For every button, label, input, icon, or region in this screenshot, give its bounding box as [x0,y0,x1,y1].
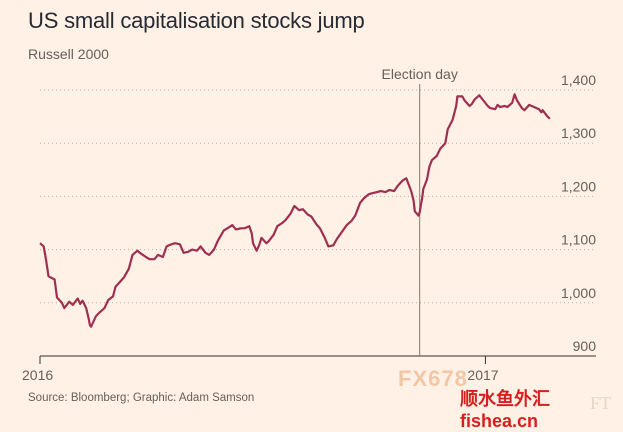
y-tick-label: 1,000 [561,285,596,301]
y-tick-label: 900 [573,338,597,354]
annotations: Election day [382,66,458,356]
y-tick-label: 1,200 [561,178,596,194]
x-axis: 2016 2017 [22,355,596,383]
source-note: Source: Bloomberg; Graphic: Adam Samson [28,392,255,404]
chart-title: US small capitalisation stocks jump [28,8,365,33]
grid-lines [40,89,596,304]
x-tick-label: 2017 [467,367,498,383]
y-tick-label: 1,100 [561,232,596,248]
x-tick-label: 2016 [22,367,53,383]
line-chart: 900 1,000 1,100 1,200 1,300 1,400 2016 2017 El… [22,66,596,383]
series-layer [39,93,551,328]
y-tick-label: 1,300 [561,125,596,141]
watermark-logo: FX678 [398,366,468,391]
chart-subtitle: Russell 2000 [28,46,109,62]
y-axis-ticks: 900 1,000 1,100 1,200 1,300 1,400 [561,72,596,354]
annotation-label: Election day [382,66,458,82]
series-line-russell-2000 [39,93,551,328]
y-tick-label: 1,400 [561,72,596,88]
watermark-ft-mark: FT [590,393,612,413]
